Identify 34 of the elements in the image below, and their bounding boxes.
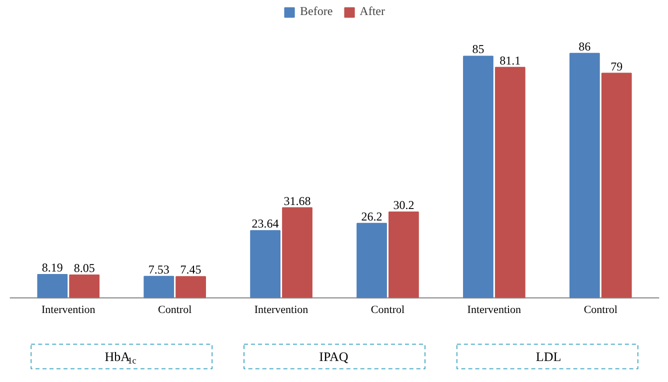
bar [356, 222, 387, 298]
x-tick-label: Intervention [254, 304, 309, 316]
text: IPAQ [319, 349, 349, 364]
bar [388, 211, 419, 298]
bar [69, 274, 100, 298]
data-label: 31.68 [284, 194, 311, 208]
bar [463, 56, 494, 298]
text: LDL [536, 349, 562, 364]
bar [144, 276, 174, 298]
bar [282, 207, 312, 298]
bar [494, 66, 526, 298]
legend-label: After [360, 4, 385, 19]
data-label: 7.45 [180, 262, 202, 277]
data-label: 30.2 [393, 198, 414, 212]
x-tick-label: Control [158, 304, 192, 316]
bar [601, 72, 632, 298]
data-label: 8.05 [74, 260, 95, 275]
data-label: 81.1 [500, 53, 521, 68]
x-tick-label: Intervention [41, 304, 96, 316]
bar [176, 276, 206, 298]
data-label: 7.53 [148, 262, 170, 276]
legend-label: Before [300, 4, 333, 19]
data-label: 23.64 [252, 216, 279, 231]
bar [37, 274, 68, 298]
data-label: 8.19 [42, 260, 63, 275]
data-label: 79 [610, 59, 623, 74]
x-tick-label: Intervention [467, 304, 522, 316]
data-label: 85 [472, 42, 484, 56]
bar [250, 230, 280, 298]
data-label: 86 [578, 39, 591, 54]
x-tick-label: Control [584, 304, 618, 316]
x-tick-label: Control [370, 304, 405, 316]
data-label: 26.2 [361, 209, 382, 224]
bar [569, 52, 600, 298]
